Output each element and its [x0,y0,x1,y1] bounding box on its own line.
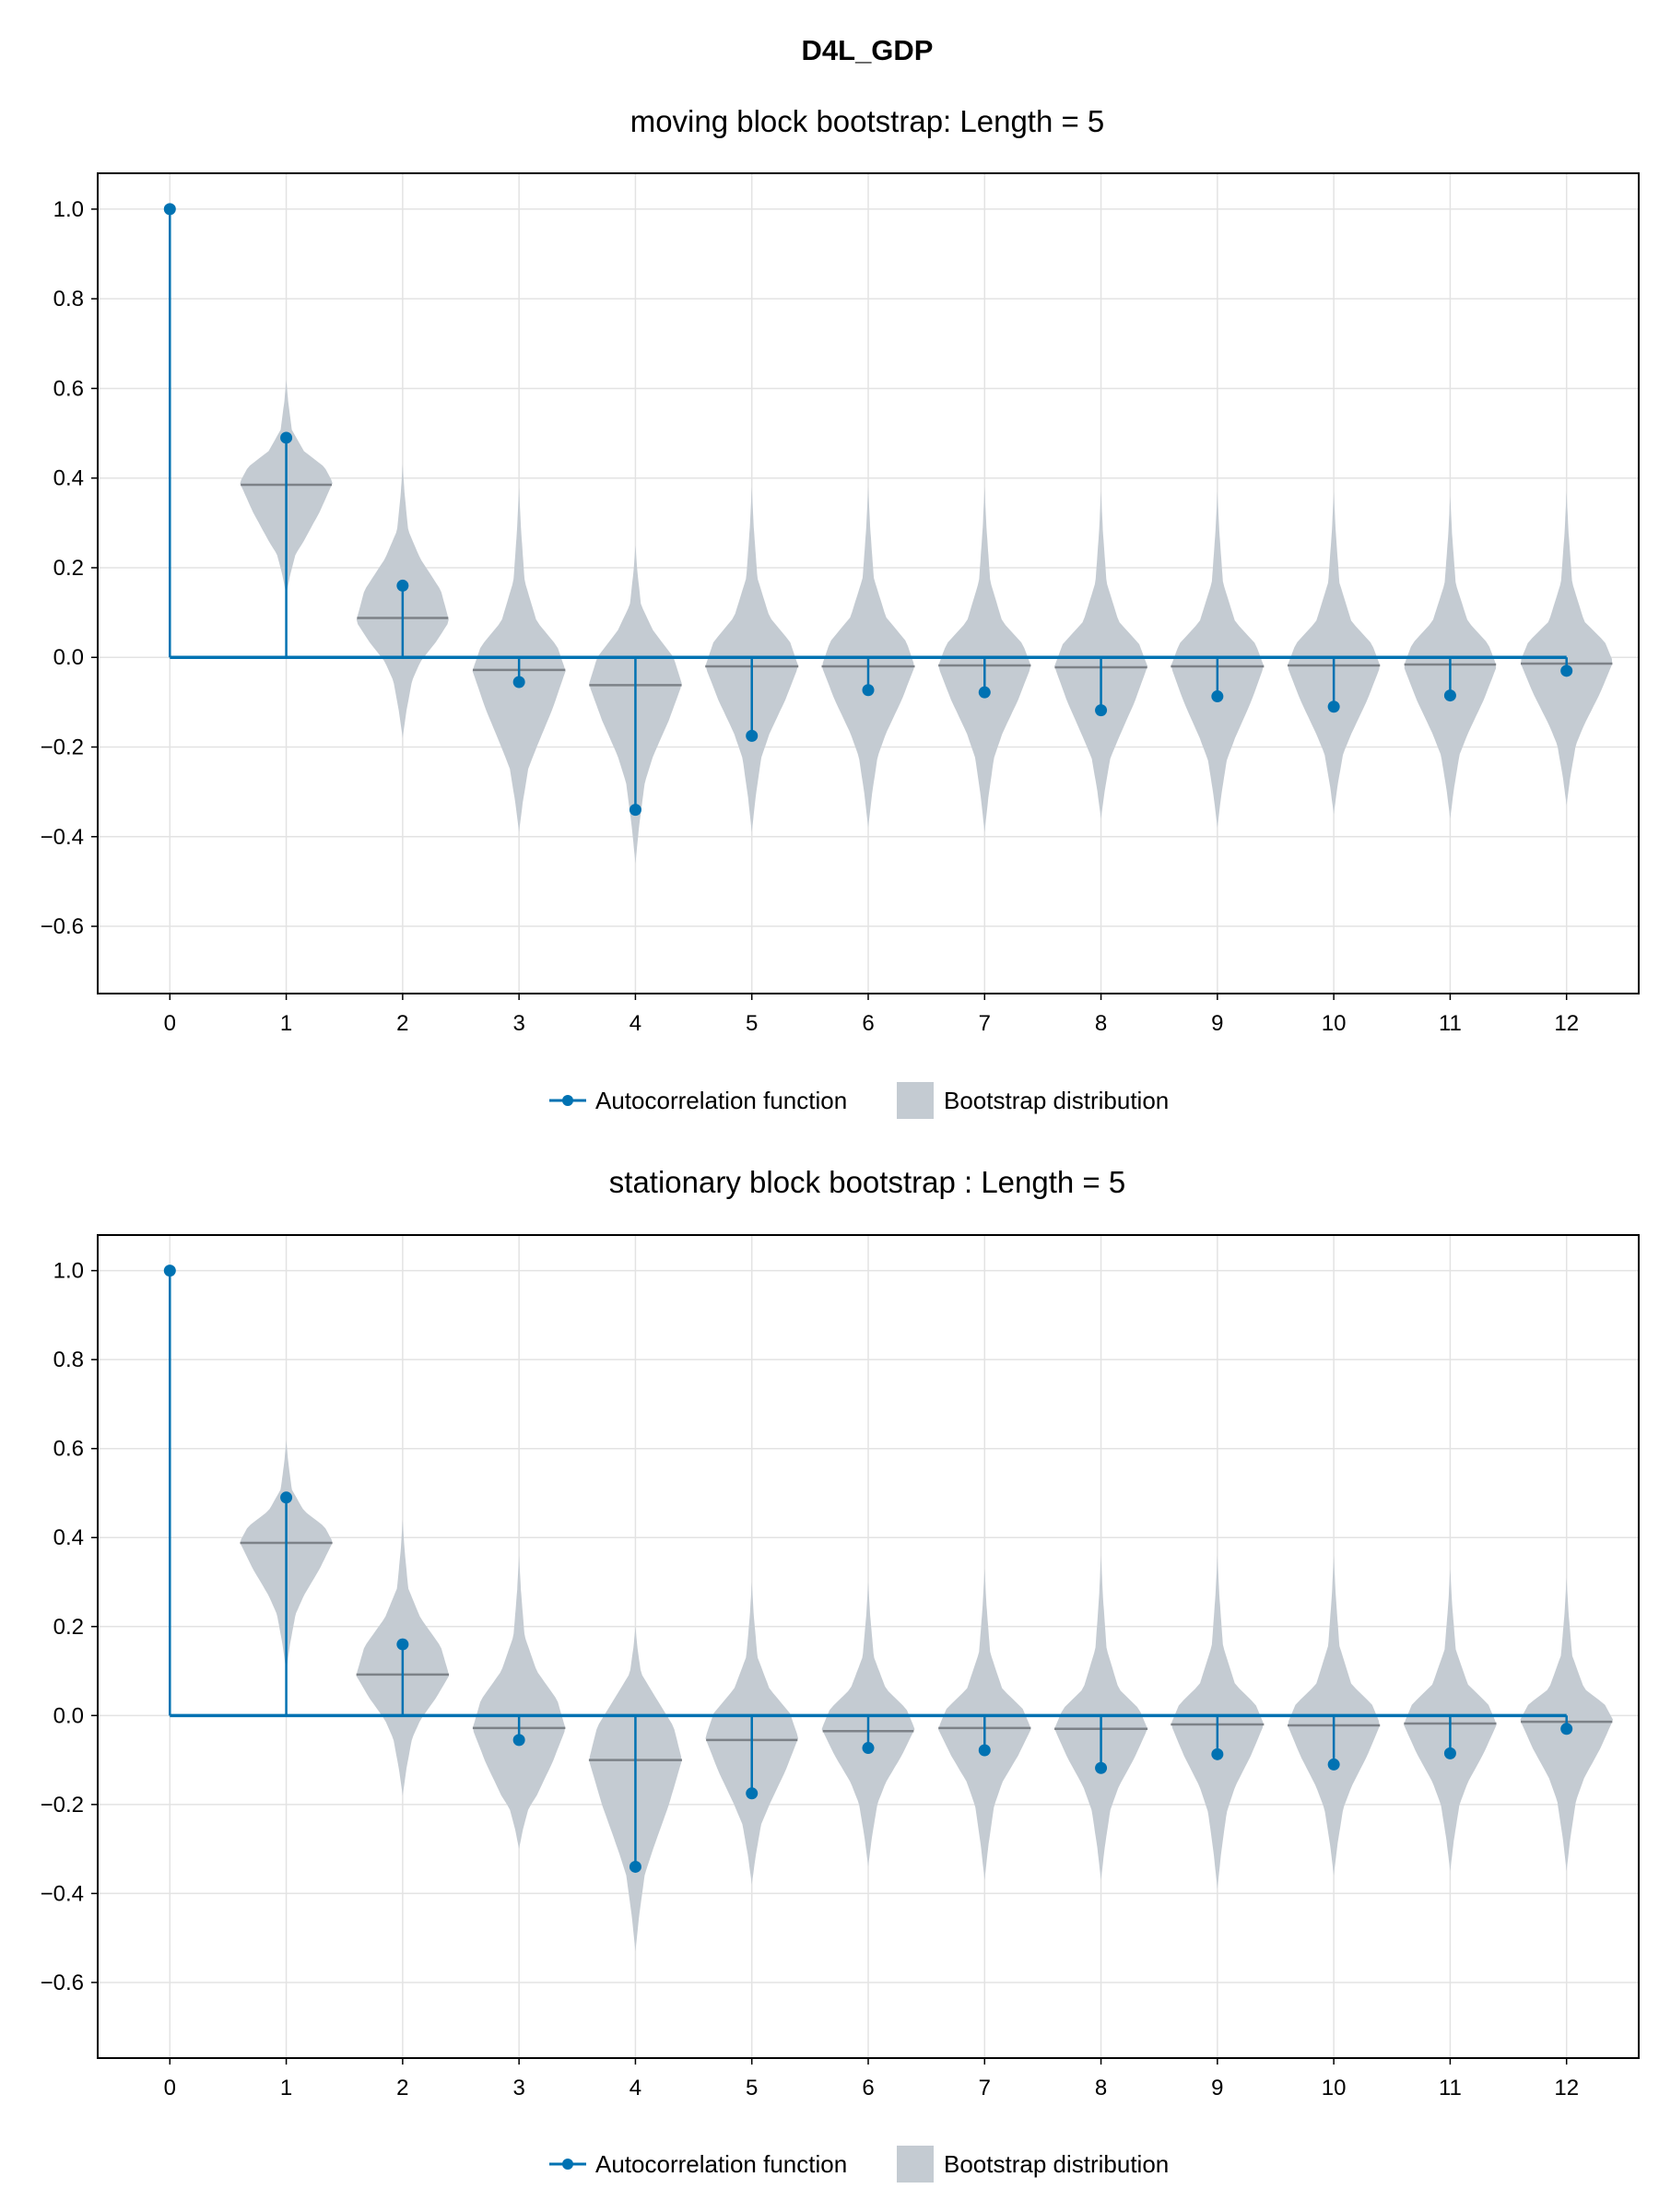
acf-point-lag-4 [629,804,641,817]
x-tick-label: 8 [1095,1011,1107,1036]
x-tick-label: 6 [862,2076,874,2100]
x-tick-label: 3 [512,2076,524,2100]
x-tick-label: 10 [1322,2076,1347,2100]
legend-acf-label: Autocorrelation function [595,2150,847,2178]
x-tick-label: 6 [862,1011,874,1036]
y-tick-label: 0.0 [53,1703,84,1728]
x-tick-label: 11 [1439,1011,1462,1036]
acf-point-lag-6 [862,1742,875,1755]
y-tick-label: −0.6 [41,914,84,939]
acf-point-lag-11 [1443,1747,1456,1759]
x-tick-label: 4 [629,1011,641,1036]
acf-point-lag-1 [280,431,293,444]
y-tick-label: 0.6 [53,376,84,401]
x-tick-label: 12 [1554,1011,1579,1036]
y-tick-label: 0.8 [53,1347,84,1372]
bootstrap-violin-lag-8 [1054,491,1147,819]
bootstrap-violin-lag-3 [473,1555,565,1850]
acf-point-lag-2 [396,579,409,592]
acf-point-lag-4 [629,1860,641,1873]
x-tick-label: 1 [280,2076,292,2100]
plot-area: 1.00.80.60.40.20.0−0.2−0.4−0.60 1 2 3 4 5 6 7 8 9… [41,1234,1640,2100]
x-tick-label: 3 [512,1011,524,1036]
acf-point-lag-10 [1327,700,1340,713]
acf-point-lag-5 [746,729,759,742]
legend-acf-marker [562,1095,573,1106]
acf-point-lag-7 [978,686,991,699]
legend-acf-label: Autocorrelation function [595,1087,847,1114]
y-tick-label: 0.6 [53,1437,84,1462]
y-tick-label: −0.4 [41,825,84,850]
x-tick-label: 7 [979,2076,991,2100]
acf-point-lag-9 [1211,690,1224,703]
legend-bootstrap-label: Bootstrap distribution [944,1087,1169,1114]
acf-point-lag-9 [1211,1747,1224,1760]
x-tick-label: 2 [396,1011,408,1036]
x-tick-label: 0 [164,2076,176,2100]
acf-point-lag-5 [746,1787,759,1800]
acf-point-lag-2 [396,1638,409,1651]
x-tick-label: 2 [396,2076,408,2100]
legend: Autocorrelation function Bootstrap distr… [549,2146,1169,2183]
x-tick-label: 9 [1211,2076,1223,2100]
y-tick-label: 0.2 [53,556,84,581]
y-tick-label: 0.2 [53,1615,84,1640]
legend-acf-marker [562,2159,573,2170]
panel-moving-block: moving block bootstrap: Length = 5 1.0 0.… [41,104,1640,1119]
acf-point-lag-10 [1327,1758,1340,1771]
x-tick-label: 11 [1439,2076,1462,2100]
panel-title: moving block bootstrap: Length = 5 [630,104,1105,138]
x-tick-label: 4 [629,2076,641,2100]
y-tick-label: −0.2 [41,1793,84,1818]
panel-title: stationary block bootstrap : Length = 5 [609,1165,1125,1199]
y-tick-label: 1.0 [53,197,84,222]
y-tick-label: 1.0 [53,1259,84,1284]
acf-point-lag-0 [163,203,176,216]
y-tick-label: 0.4 [53,1525,84,1550]
acf-point-lag-0 [163,1265,176,1277]
acf-point-lag-3 [512,1734,525,1747]
x-tick-label: 0 [164,1011,176,1036]
acf-point-lag-8 [1095,704,1108,717]
acf-point-lag-3 [512,676,525,688]
y-tick-label: 0.8 [53,287,84,312]
acf-point-lag-1 [280,1491,293,1504]
legend-bootstrap-label: Bootstrap distribution [944,2150,1169,2178]
x-tick-label: 5 [746,2076,758,2100]
panel-stationary-block: stationary block bootstrap : Length = 5 … [41,1165,1640,2183]
y-tick-label: −0.2 [41,735,84,760]
bootstrap-violin-lag-10 [1288,491,1380,815]
legend-bootstrap-swatch [897,2146,934,2183]
x-tick-label: 8 [1095,2076,1107,2100]
x-tick-label: 12 [1554,2076,1579,2100]
legend-bootstrap-swatch [897,1082,934,1119]
y-tick-label: 0.4 [53,466,84,491]
y-tick-label: −0.4 [41,1881,84,1906]
x-tick-label: 7 [979,1011,991,1036]
acf-point-lag-6 [862,684,875,697]
y-tick-label: −0.6 [41,1971,84,1995]
x-tick-label: 1 [280,1011,292,1036]
acf-point-lag-12 [1560,1723,1573,1735]
acf-point-lag-8 [1095,1761,1108,1774]
acf-point-lag-12 [1560,665,1573,677]
plot-area: 1.00.80.60.40.20.0−0.2−0.4−0.60 1 2 3 4 5 6 7 8 9… [41,172,1640,1036]
x-tick-label: 9 [1211,1011,1223,1036]
x-tick-label: 10 [1322,1011,1347,1036]
figure-title: D4L_GDP [802,34,934,66]
acf-point-lag-7 [978,1744,991,1757]
y-tick-label: 0.0 [53,645,84,670]
legend: Autocorrelation function Bootstrap distr… [549,1082,1169,1119]
acf-point-lag-11 [1443,689,1456,702]
bootstrap-violin-lag-12 [1521,491,1613,806]
x-tick-label: 5 [746,1011,758,1036]
